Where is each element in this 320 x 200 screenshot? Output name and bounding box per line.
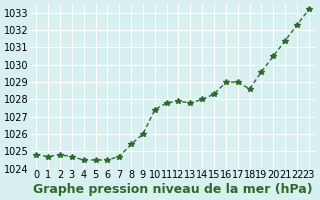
X-axis label: Graphe pression niveau de la mer (hPa): Graphe pression niveau de la mer (hPa) — [33, 183, 312, 196]
